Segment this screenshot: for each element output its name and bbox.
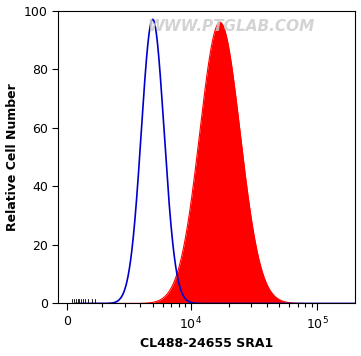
Y-axis label: Relative Cell Number: Relative Cell Number <box>5 83 18 231</box>
X-axis label: CL488-24655 SRA1: CL488-24655 SRA1 <box>140 337 274 350</box>
Text: WWW.PTGLAB.COM: WWW.PTGLAB.COM <box>147 19 314 34</box>
